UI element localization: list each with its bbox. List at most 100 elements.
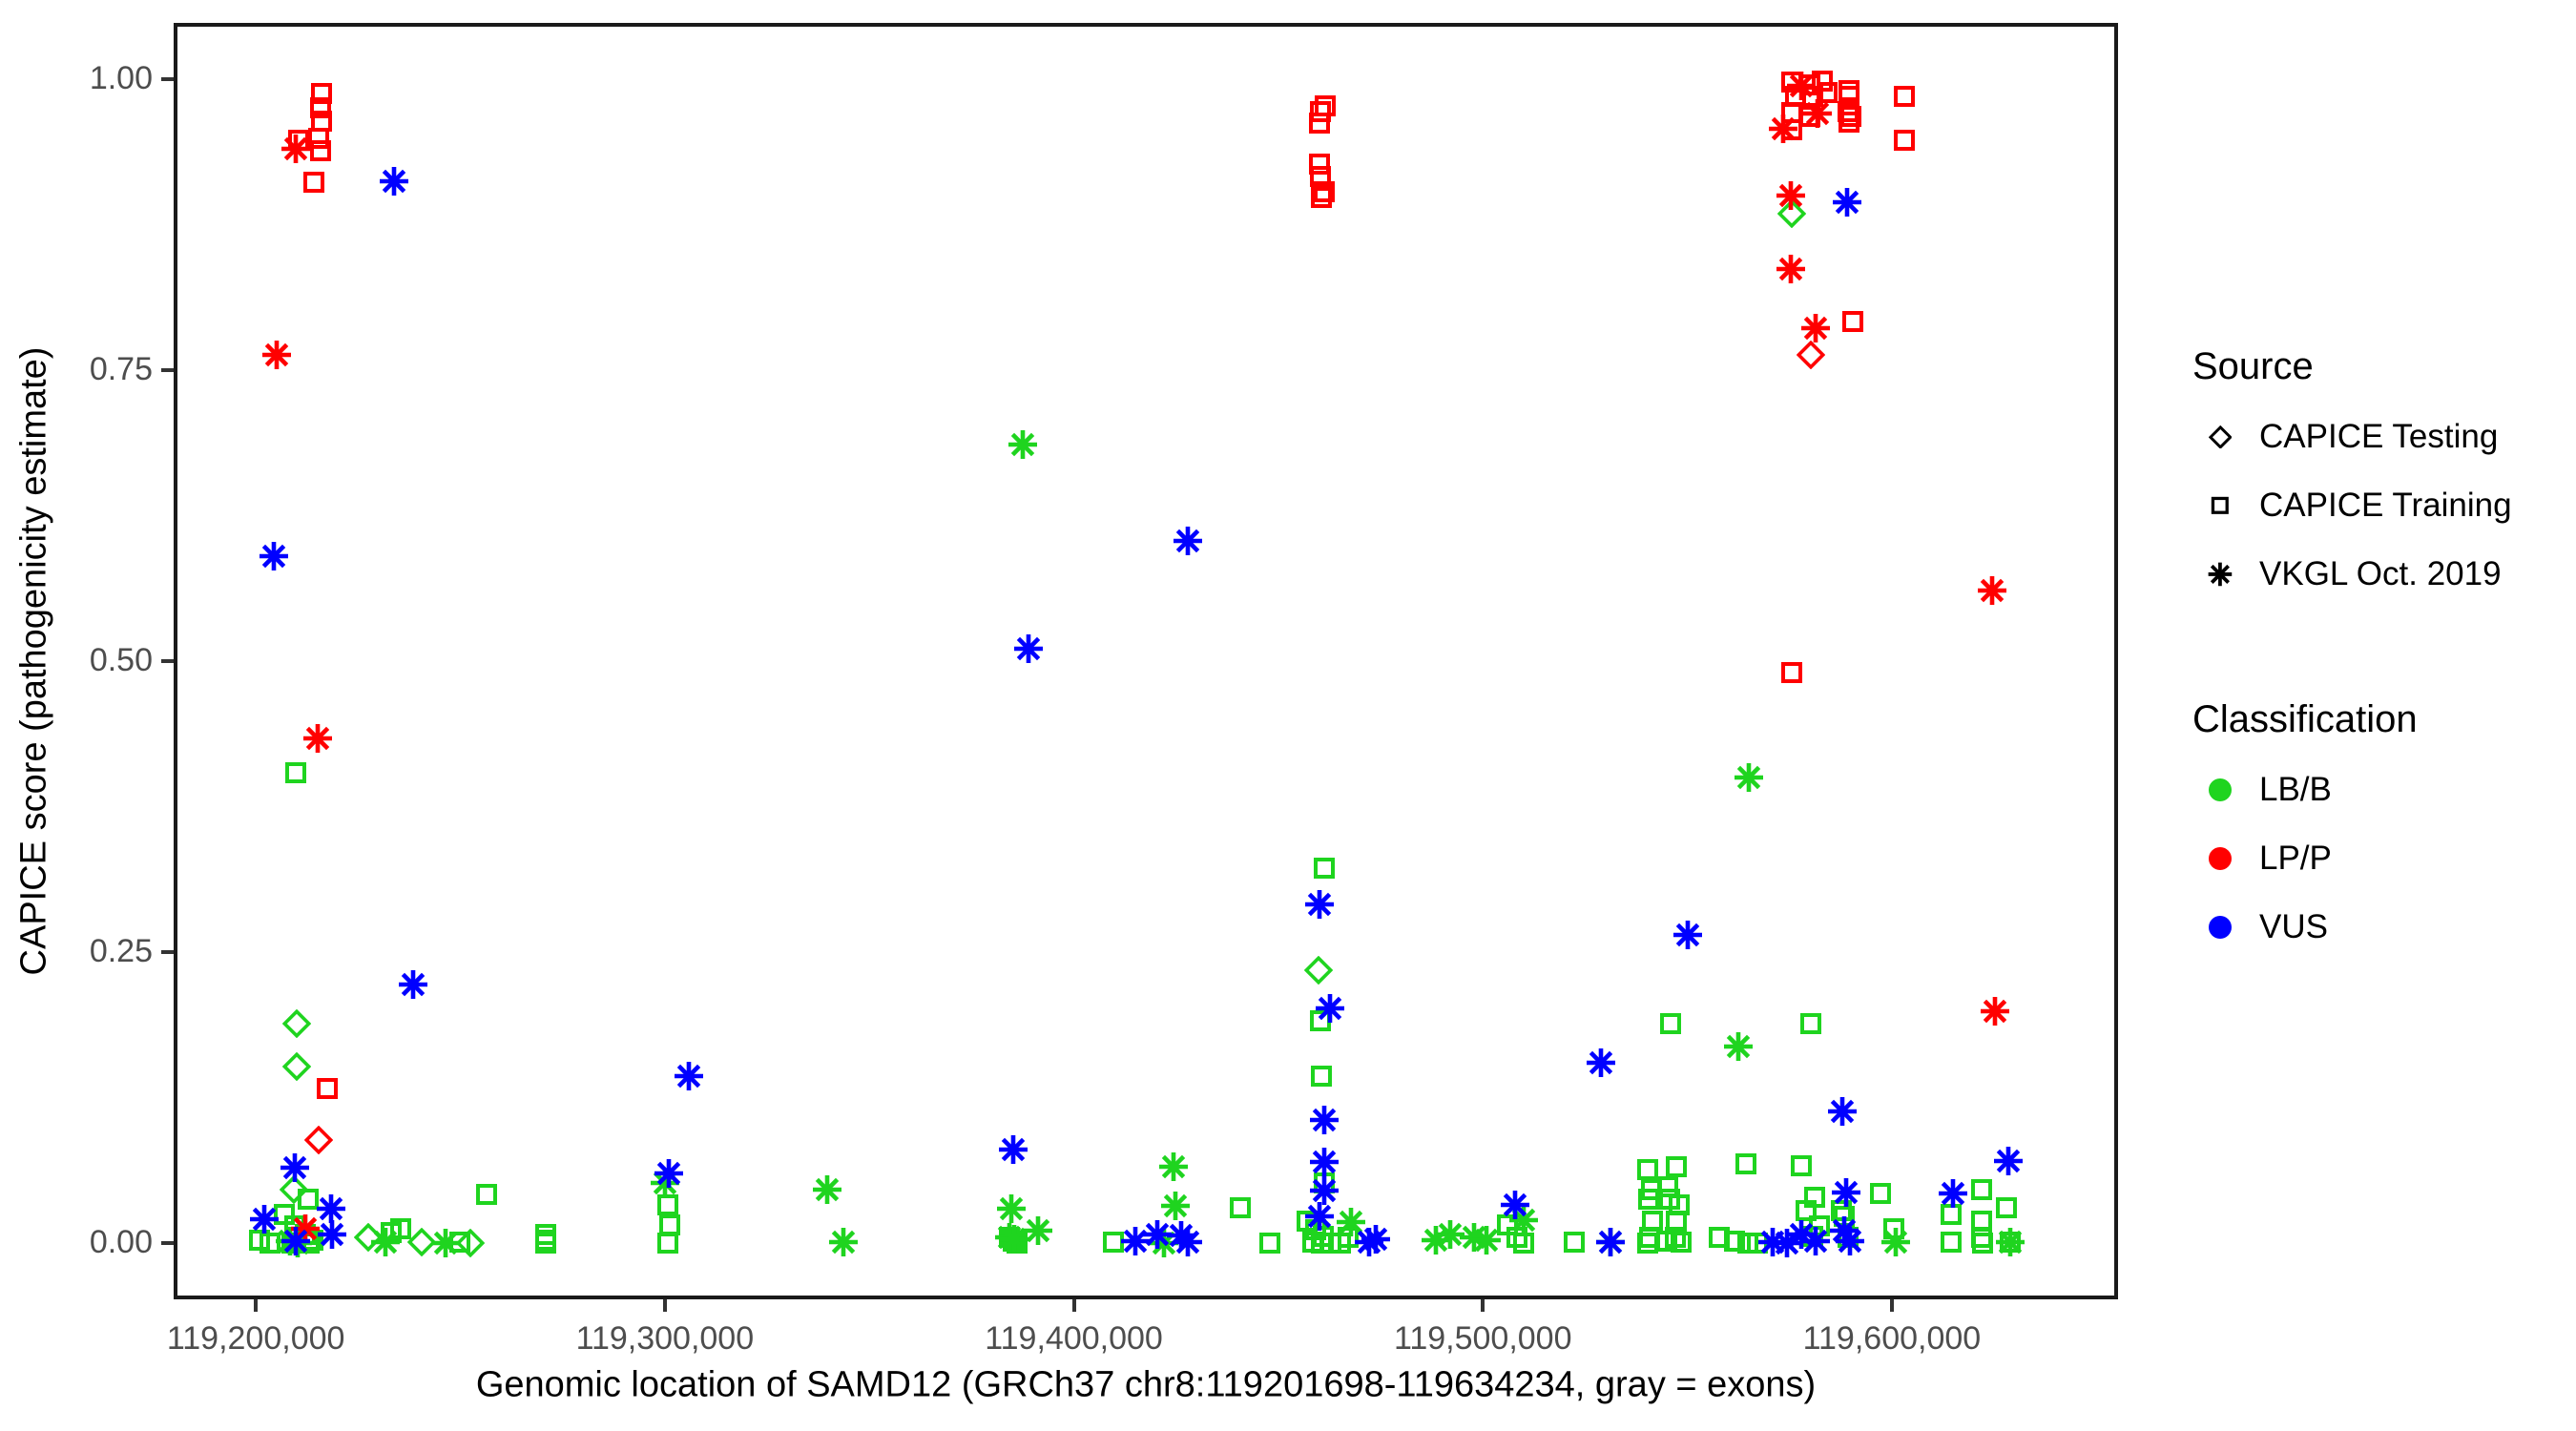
data-point [1799,1012,1822,1040]
x-axis-tick [1889,1299,1894,1312]
data-point [281,1051,312,1086]
x-axis-tick-label: 119,600,000 [1802,1320,1982,1357]
data-point [310,82,333,110]
data-point [1767,113,1799,150]
data-point [1258,1232,1281,1259]
data-point [1830,1199,1853,1227]
data-point [1838,85,1860,113]
data-point [656,1193,679,1221]
data-point [1229,1196,1252,1224]
data-point [1869,1182,1892,1210]
data-point [302,171,325,198]
data-point [429,1227,462,1264]
data-point [1799,312,1832,349]
data-point [1937,1177,1969,1214]
legend-item-label: LB/B [2259,771,2332,808]
data-point [1780,661,1803,689]
data-point [309,96,332,124]
data-point [1733,761,1765,798]
data-point [284,761,307,789]
legend-item-vkgl: VKGL Oct. 2019 [2192,552,2512,596]
y-axis-tick [161,950,174,955]
data-point [1839,105,1862,133]
x-axis-title: Genomic location of SAMD12 (GRCh37 chr8:… [475,1364,1817,1405]
data-point [1995,1196,2018,1224]
data-point [1893,129,1916,156]
data-point [307,127,330,155]
data-point [1470,1224,1503,1261]
data-point [1594,1226,1627,1263]
data-point [1303,888,1336,925]
data-point [316,1077,339,1105]
x-axis-tick [1481,1299,1485,1312]
data-point [258,540,290,577]
data-point [1830,1176,1862,1213]
data-point [1838,111,1860,138]
asterisk-icon [2192,561,2248,588]
legend-item-label: CAPICE Training [2259,487,2512,524]
data-point [1795,1199,1818,1227]
data-point [1353,1226,1385,1263]
legend-item-lbb: LB/B [2192,768,2418,812]
data-point [1308,112,1331,139]
data-point [1976,574,2008,612]
data-point [260,339,293,376]
data-point [1775,179,1807,217]
data-point [1585,1047,1617,1084]
legend-item-label: CAPICE Testing [2259,418,2499,455]
x-axis-tick-label: 119,200,000 [166,1320,345,1357]
data-point [1656,1175,1679,1203]
legend-item-lpp: LP/P [2192,837,2418,881]
data-point [378,165,410,202]
data-point [1672,919,1704,956]
green-dot-icon [2192,778,2248,801]
data-point [397,968,429,1006]
data-point [1735,1152,1757,1180]
plot-panel [174,23,2118,1299]
data-point [248,1203,280,1240]
data-point [1172,525,1204,562]
data-point [1313,857,1336,884]
data-point [1880,1226,1912,1263]
data-point [1314,992,1346,1029]
data-point [1337,1226,1360,1254]
data-point [1303,955,1334,989]
data-point [1563,1231,1586,1258]
red-dot-icon [2192,847,2248,870]
data-point [1159,1190,1192,1227]
data-point [656,1232,679,1259]
data-point [297,1188,320,1215]
data-point [1308,1174,1340,1212]
data-point [1670,1231,1693,1258]
data-point [1012,633,1045,670]
y-axis-tick-label: 1.00 [89,59,153,96]
data-point [1796,340,1826,374]
data-point [1776,198,1807,233]
data-point [309,139,332,167]
data-point [1303,1200,1336,1237]
y-axis-tick-label: 0.00 [89,1224,153,1261]
data-point [303,1125,334,1159]
data-point [827,1226,860,1263]
x-axis-tick [662,1299,667,1312]
data-point [1841,310,1864,338]
legend-classification: Classification LB/B LP/P VUS [2192,698,2418,974]
data-point [1826,1095,1859,1132]
data-point [1665,1155,1688,1183]
data-point [1893,85,1916,113]
data-point [1785,70,1818,107]
y-axis-tick [161,659,174,663]
y-axis-tick-label: 0.50 [89,642,153,678]
data-point [995,1192,1028,1230]
data-point [1434,1218,1466,1255]
legend-item-vus: VUS [2192,905,2418,949]
data-point [1722,1030,1755,1068]
data-point [1499,1189,1531,1226]
data-point [811,1173,843,1211]
data-point [1310,186,1333,214]
y-axis-tick-label: 0.25 [89,933,153,970]
y-axis-tick [161,76,174,81]
blue-dot-icon [2192,916,2248,939]
data-point [315,1192,347,1230]
